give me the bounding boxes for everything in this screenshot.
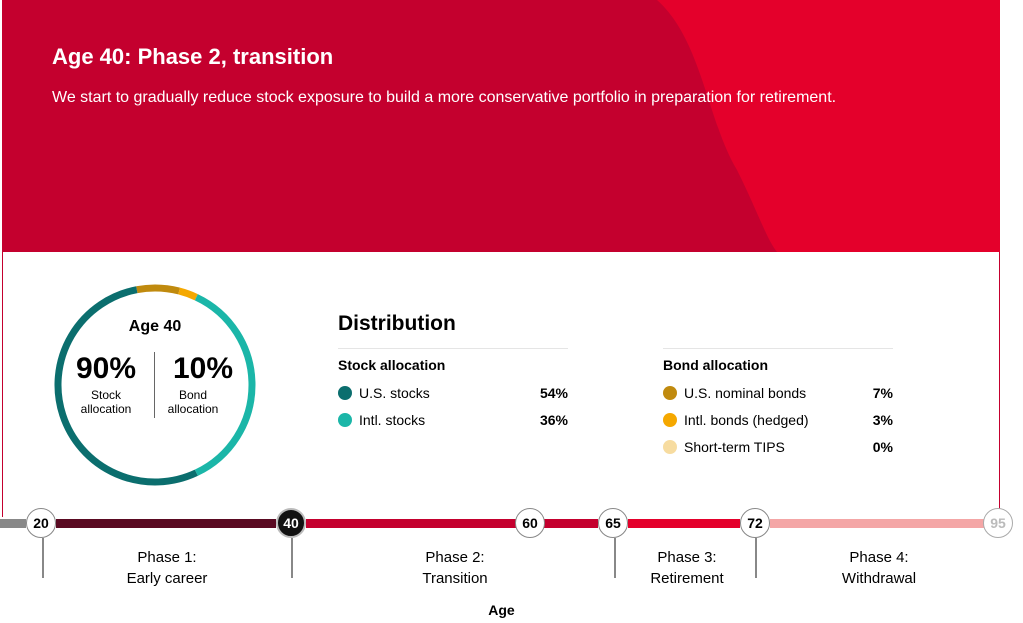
ring-segment-intl-stocks <box>194 294 256 476</box>
age-node-95[interactable]: 95 <box>983 508 1013 538</box>
hero-background-shape <box>657 0 1000 252</box>
ring-segment-us-stocks <box>54 286 198 486</box>
list-item-label: Intl. bonds (hedged) <box>684 411 809 428</box>
timeline-axis-title: Age <box>488 602 515 618</box>
age-node-72[interactable]: 72 <box>740 508 770 538</box>
stock-allocation-heading: Stock allocation <box>338 348 568 379</box>
phase-label-4: Phase 4: Withdrawal <box>841 549 917 587</box>
list-item-us-stocks: U.S. stocks 54% <box>338 379 568 406</box>
legend-dot-us-nominal-bonds <box>663 385 677 400</box>
phase-label-2: Phase 2: Transition <box>422 549 488 587</box>
list-item-short-term-tips: Short-term TIPS 0% <box>663 433 893 460</box>
list-item-intl-bonds: Intl. bonds (hedged) 3% <box>663 406 893 433</box>
allocation-card <box>2 252 1000 517</box>
list-item-label: Short-term TIPS <box>684 438 785 455</box>
list-item-label: U.S. nominal bonds <box>684 384 807 401</box>
legend-dot-us-stocks <box>338 385 352 400</box>
list-item-value: 54% <box>539 384 568 401</box>
ring-divider <box>154 352 155 418</box>
timeline-tick <box>42 538 44 578</box>
list-item-value: 3% <box>872 411 893 428</box>
list-item-label: U.S. stocks <box>359 384 430 401</box>
timeline-segment-phase-4 <box>770 519 984 528</box>
legend-dot-short-term-tips <box>663 439 677 454</box>
list-item-us-nominal-bonds: U.S. nominal bonds 7% <box>663 379 893 406</box>
phase-label-3: Phase 3: Retirement <box>650 549 724 587</box>
allocation-ring-chart <box>54 284 256 486</box>
timeline-tick <box>755 538 757 578</box>
bond-allocation-heading: Bond allocation <box>663 348 893 379</box>
hero-banner: Age 40: Phase 2, transition We start to … <box>2 0 1000 252</box>
distribution-title: Distribution <box>338 312 456 335</box>
legend-dot-intl-bonds <box>663 412 677 427</box>
stock-allocation-list: Stock allocation U.S. stocks 54% Intl. s… <box>338 348 568 433</box>
ring-segment-us-nominal-bonds <box>136 284 180 295</box>
timeline-segment-phase-1 <box>56 519 276 528</box>
list-item-intl-stocks: Intl. stocks 36% <box>338 406 568 433</box>
timeline-segment-phase-2a <box>306 519 516 528</box>
age-node-20[interactable]: 20 <box>26 508 56 538</box>
timeline-tick <box>614 538 616 578</box>
list-item-value: 0% <box>872 438 893 455</box>
timeline-segment-phase-2b <box>544 519 598 528</box>
list-item-value: 7% <box>872 384 893 401</box>
age-node-65[interactable]: 65 <box>598 508 628 538</box>
timeline-tick <box>291 538 293 578</box>
age-node-40[interactable]: 40 <box>276 508 306 538</box>
ring-age-label: Age 40 <box>128 318 182 335</box>
list-item-value: 36% <box>539 411 568 428</box>
stock-allocation-label: Stock allocation <box>80 388 132 416</box>
phase-label-1: Phase 1: Early career <box>126 549 208 587</box>
bond-allocation-list: Bond allocation U.S. nominal bonds 7% In… <box>663 348 893 460</box>
age-node-60[interactable]: 60 <box>515 508 545 538</box>
list-item-label: Intl. stocks <box>359 411 426 428</box>
bond-allocation-pct: 10% <box>172 352 234 385</box>
timeline-track-start <box>0 519 26 528</box>
legend-dot-intl-stocks <box>338 412 352 427</box>
timeline-segment-phase-3 <box>628 519 740 528</box>
stock-allocation-pct: 90% <box>75 352 137 385</box>
page-title: Age 40: Phase 2, transition <box>52 44 334 69</box>
bond-allocation-label: Bond allocation <box>167 388 219 416</box>
ring-segment-intl-bonds <box>178 287 198 301</box>
page-description: We start to gradually reduce stock expos… <box>52 89 837 106</box>
